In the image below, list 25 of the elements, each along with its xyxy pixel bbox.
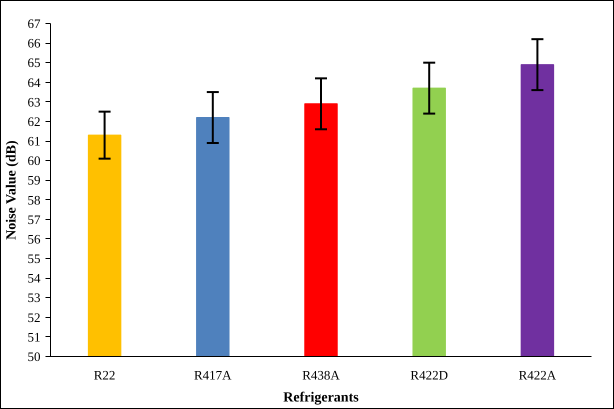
y-tick-label: 62	[28, 114, 40, 129]
y-tick-label: 65	[28, 55, 40, 70]
x-tick-label: R422D	[410, 368, 448, 382]
x-tick-label: R417A	[194, 368, 232, 382]
y-tick-label: 64	[28, 74, 41, 90]
y-tick-label: 61	[28, 134, 40, 149]
y-tick-label: 56	[28, 231, 41, 246]
x-tick-label: R422A	[518, 368, 557, 382]
y-tick-label: 57	[28, 212, 41, 227]
y-tick-label: 54	[28, 270, 41, 286]
y-tick-label: 60	[28, 153, 40, 168]
y-tick-label: 50	[28, 349, 40, 364]
y-tick-label: 52	[28, 310, 40, 325]
y-tick-label: 58	[28, 192, 40, 208]
y-tick-label: 67	[28, 16, 41, 31]
x-axis-title: Refrigerants	[283, 390, 360, 406]
y-tick-label: 53	[28, 290, 40, 306]
y-tick-label: 59	[28, 172, 40, 188]
y-tick-label: 55	[28, 251, 40, 266]
y-axis-title: Noise Value (dB)	[4, 140, 20, 240]
y-tick-label: 66	[28, 36, 41, 51]
x-tick-label: R438A	[302, 368, 340, 382]
y-tick-label: 51	[28, 329, 40, 344]
y-tick-label: 63	[28, 94, 40, 110]
x-tick-label: R22	[94, 368, 116, 382]
